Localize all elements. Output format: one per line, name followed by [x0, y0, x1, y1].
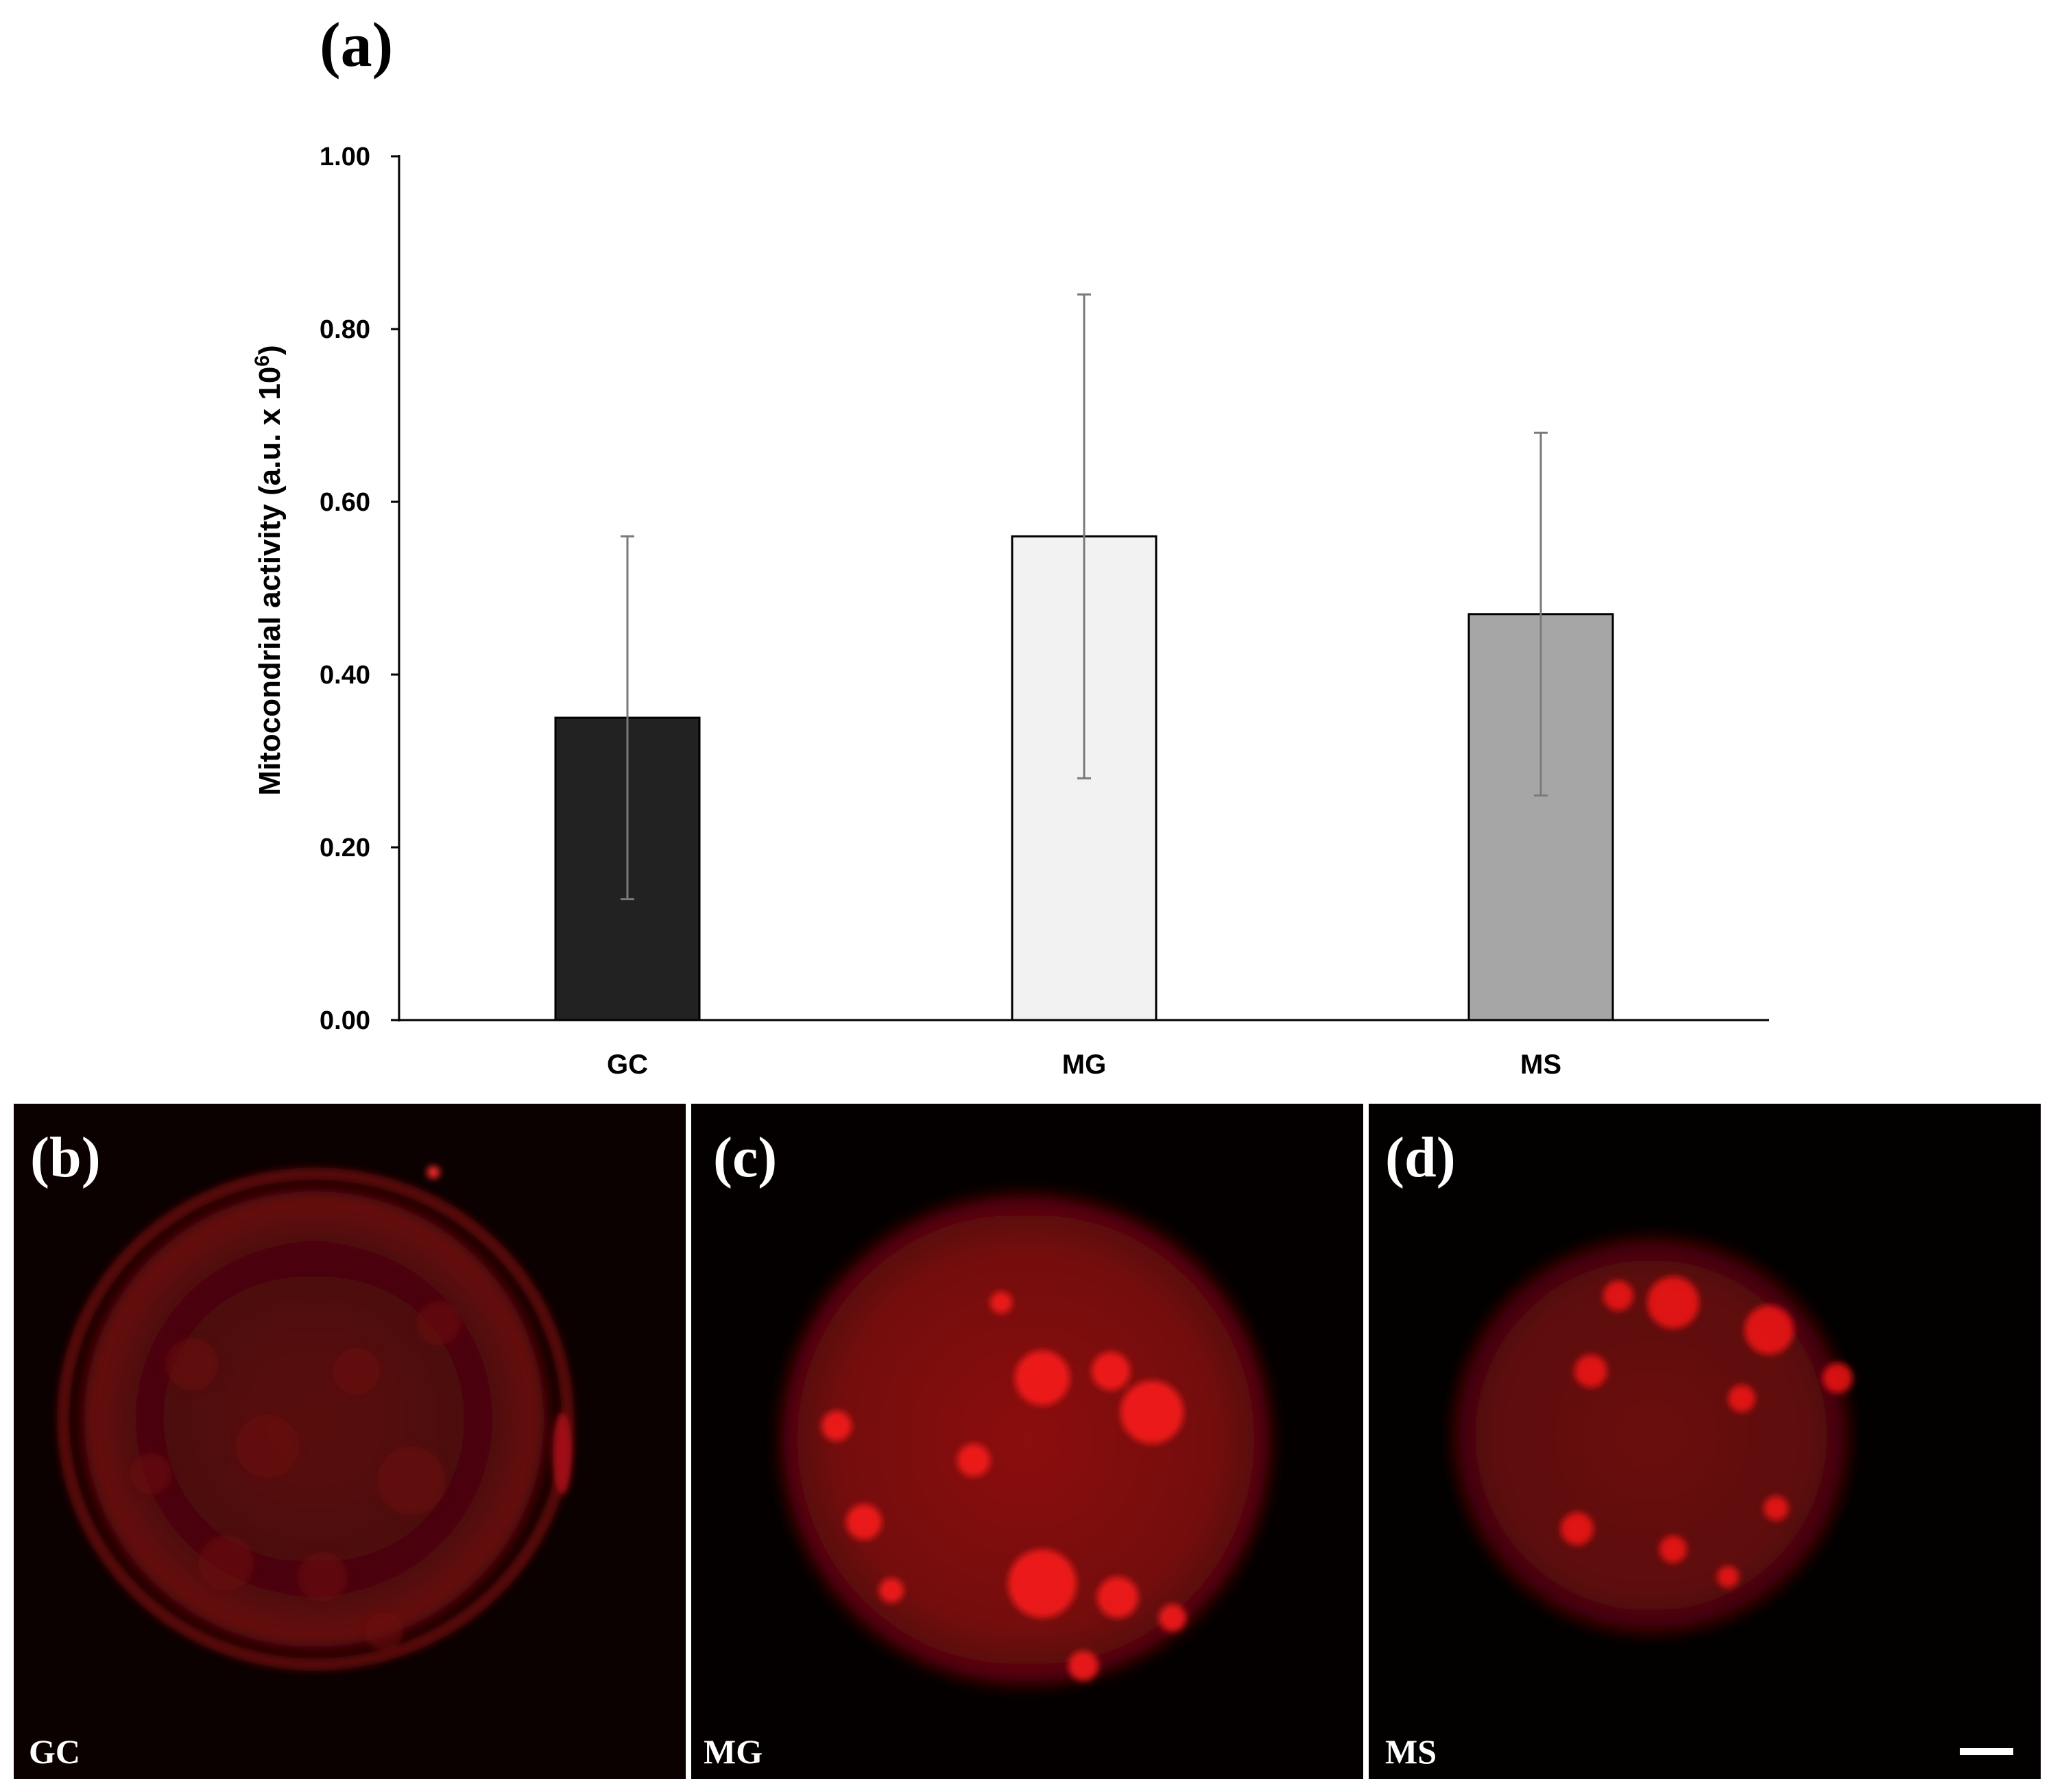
image-letter-d: (d): [1385, 1126, 1456, 1189]
vesicles-b: [130, 1301, 461, 1651]
image-caption-b: GC: [29, 1732, 80, 1771]
oocyte-cell-c: [772, 1186, 1280, 1693]
x-category-label: GC: [607, 1050, 648, 1080]
x-category-label: MG: [1062, 1050, 1106, 1080]
oocyte-cell-b: [69, 1176, 560, 1662]
error-bars: [621, 293, 1548, 901]
y-tick-label: 0.00: [320, 1006, 370, 1035]
bright-spot-b: [427, 1166, 440, 1178]
image-letter-b: (b): [30, 1126, 101, 1189]
panel-label-a: (a): [320, 10, 393, 80]
x-labels: GC MG MS: [607, 1050, 1561, 1080]
image-panel-b: (b) GC: [14, 1104, 686, 1779]
y-tick-label: 0.60: [320, 488, 370, 517]
scale-bar: [1960, 1748, 2013, 1755]
x-category-label: MS: [1520, 1050, 1561, 1080]
image-caption-d: MS: [1385, 1732, 1437, 1771]
y-tick-label: 1.00: [320, 143, 370, 171]
y-ticks: 0.00 0.20 0.40 0.60 0.80 1.00: [320, 143, 399, 1035]
bar-chart: Mitocondrial activity (a.u. x 106) 0.000…: [251, 143, 1769, 1080]
edge-glow-b: [553, 1412, 572, 1494]
y-axis-title: Mitocondrial activity (a.u. x 106): [251, 345, 287, 795]
mitochondria-clusters-d: [1561, 1276, 1853, 1588]
image-panel-d: (d) MS: [1369, 1104, 2041, 1779]
image-panel-c: (c) MG: [691, 1104, 1363, 1779]
zona-ring-b: [57, 1167, 574, 1671]
image-letter-c: (c): [713, 1126, 777, 1189]
y-tick-label: 0.80: [320, 315, 370, 344]
image-caption-c: MG: [704, 1732, 763, 1771]
mitochondria-clusters-c: [821, 1292, 1186, 1681]
y-tick-label: 0.40: [320, 661, 370, 690]
y-tick-label: 0.20: [320, 834, 370, 862]
